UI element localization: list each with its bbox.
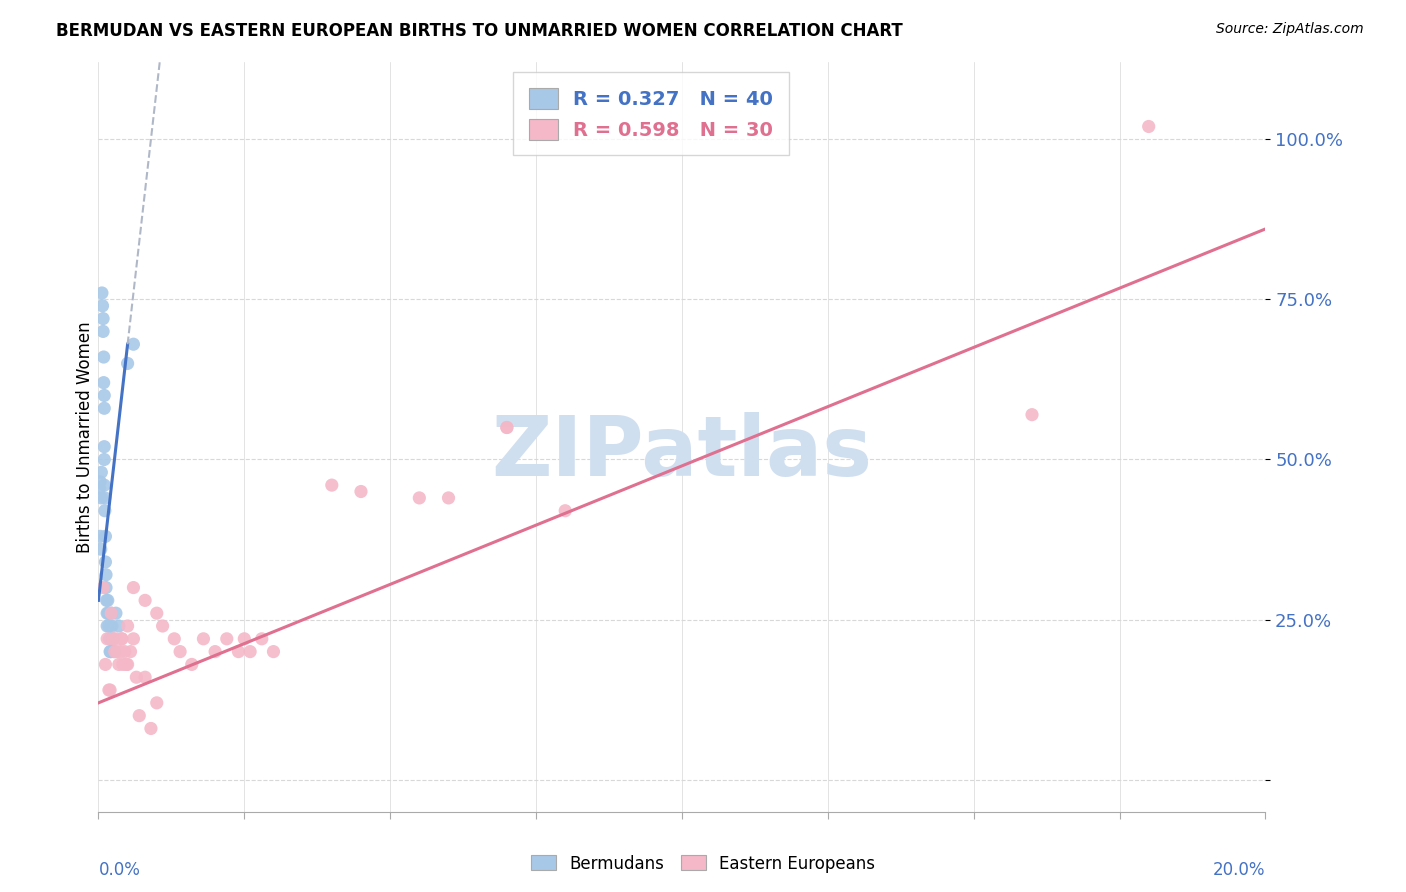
Point	[146, 696, 169, 710]
Point	[101, 632, 124, 646]
Point	[239, 645, 262, 659]
Point	[110, 645, 132, 659]
Text: ZIPatlas: ZIPatlas	[492, 411, 872, 492]
Point	[100, 645, 122, 659]
Point	[90, 542, 112, 557]
Point	[89, 475, 111, 489]
Point	[350, 484, 373, 499]
Point	[115, 657, 138, 672]
Point	[93, 388, 115, 402]
Text: 0.0%: 0.0%	[98, 861, 141, 879]
Text: Source: ZipAtlas.com: Source: ZipAtlas.com	[1216, 22, 1364, 37]
Point	[250, 632, 273, 646]
Point	[122, 632, 145, 646]
Point	[108, 619, 131, 633]
Point	[98, 632, 121, 646]
Point	[97, 593, 120, 607]
Point	[152, 619, 174, 633]
Point	[105, 645, 128, 659]
Point	[93, 478, 115, 492]
Point	[89, 481, 111, 495]
Point	[117, 619, 139, 633]
Text: 20.0%: 20.0%	[1213, 861, 1265, 879]
Point	[97, 619, 120, 633]
Point	[94, 657, 117, 672]
Point	[117, 356, 139, 370]
Point	[104, 645, 127, 659]
Point	[94, 567, 117, 582]
Point	[437, 491, 460, 505]
Point	[233, 632, 256, 646]
Point	[496, 420, 519, 434]
Point	[111, 632, 134, 646]
Point	[100, 606, 122, 620]
Point	[91, 581, 114, 595]
Point	[93, 376, 115, 390]
Point	[146, 606, 169, 620]
Point	[215, 632, 238, 646]
Point	[163, 632, 186, 646]
Point	[104, 632, 127, 646]
Point	[98, 645, 121, 659]
Point	[1021, 408, 1043, 422]
Point	[554, 504, 576, 518]
Point	[94, 491, 117, 505]
Point	[97, 683, 120, 698]
Point	[117, 657, 139, 672]
Point	[228, 645, 250, 659]
Point	[101, 619, 124, 633]
Point	[90, 491, 112, 505]
Point	[93, 401, 115, 416]
Point	[96, 632, 118, 646]
Point	[96, 606, 118, 620]
Point	[89, 529, 111, 543]
Point	[94, 504, 117, 518]
Point	[193, 632, 215, 646]
Point	[90, 285, 112, 300]
Point	[108, 657, 131, 672]
Point	[103, 645, 125, 659]
Point	[111, 657, 134, 672]
Point	[96, 593, 118, 607]
Point	[180, 657, 202, 672]
Point	[90, 465, 112, 479]
Point	[134, 670, 156, 684]
Point	[91, 325, 114, 339]
Point	[321, 478, 343, 492]
Point	[134, 593, 156, 607]
Point	[169, 645, 191, 659]
Y-axis label: Births to Unmarried Women: Births to Unmarried Women	[76, 321, 94, 553]
Point	[100, 606, 122, 620]
Point	[122, 337, 145, 351]
Point	[93, 452, 115, 467]
Point	[96, 619, 118, 633]
Point	[408, 491, 430, 505]
Point	[496, 420, 519, 434]
Point	[120, 645, 142, 659]
Point	[122, 581, 145, 595]
Point	[262, 645, 284, 659]
Point	[98, 683, 121, 698]
Point	[114, 645, 136, 659]
Text: BERMUDAN VS EASTERN EUROPEAN BIRTHS TO UNMARRIED WOMEN CORRELATION CHART: BERMUDAN VS EASTERN EUROPEAN BIRTHS TO U…	[56, 22, 903, 40]
Point	[91, 299, 114, 313]
Legend: R = 0.327   N = 40, R = 0.598   N = 30: R = 0.327 N = 40, R = 0.598 N = 30	[513, 72, 789, 155]
Point	[101, 632, 124, 646]
Point	[1137, 120, 1160, 134]
Point	[93, 440, 115, 454]
Point	[128, 708, 150, 723]
Point	[94, 529, 117, 543]
Legend: Bermudans, Eastern Europeans: Bermudans, Eastern Europeans	[524, 848, 882, 880]
Point	[139, 722, 162, 736]
Point	[111, 632, 134, 646]
Point	[104, 606, 127, 620]
Point	[91, 311, 114, 326]
Point	[94, 581, 117, 595]
Point	[97, 606, 120, 620]
Point	[125, 670, 148, 684]
Point	[204, 645, 226, 659]
Point	[93, 350, 115, 364]
Point	[94, 555, 117, 569]
